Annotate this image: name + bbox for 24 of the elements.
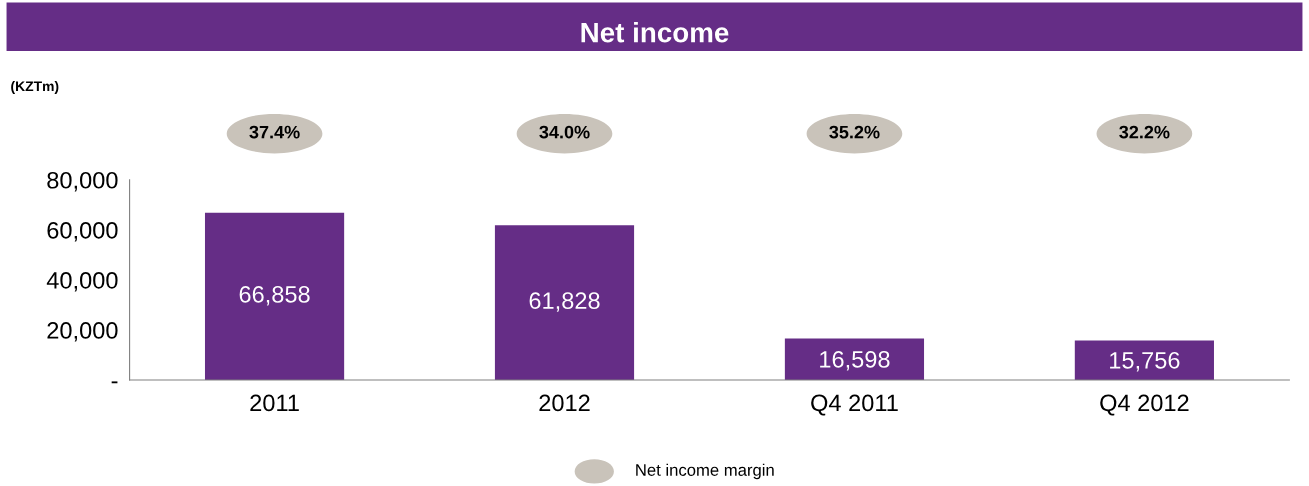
x-tick-label: Q4 2012 — [1100, 394, 1189, 416]
y-tick-label: 60,000 — [47, 221, 118, 242]
data-label: 61,828 — [529, 292, 600, 312]
bar — [1074, 340, 1214, 381]
x-tick-label: 2011 — [250, 394, 299, 412]
text: 37.4% — [249, 125, 300, 139]
y-tick-label: 20,000 — [47, 322, 118, 342]
y-tick-label: 80,000 — [47, 171, 118, 192]
bar — [494, 225, 635, 381]
y-tick-label: 40,000 — [46, 272, 118, 292]
text: 35.2% — [829, 125, 880, 139]
data-label: 15,756 — [1110, 351, 1180, 372]
text: 32.2% — [1119, 125, 1170, 139]
data-label: 66,858 — [239, 286, 310, 306]
x-tick-label: 2012 — [539, 394, 590, 412]
text: Net income margin — [636, 463, 774, 480]
x-tick-label: Q4 2011 — [811, 394, 898, 416]
text: 34.0% — [539, 125, 590, 139]
data-label: 16,598 — [820, 350, 890, 371]
bar — [204, 212, 345, 381]
y-tick-label: - — [111, 381, 118, 384]
chart-title: Net income — [581, 22, 729, 43]
bar — [784, 338, 925, 381]
text: (KZTm) — [11, 81, 59, 94]
